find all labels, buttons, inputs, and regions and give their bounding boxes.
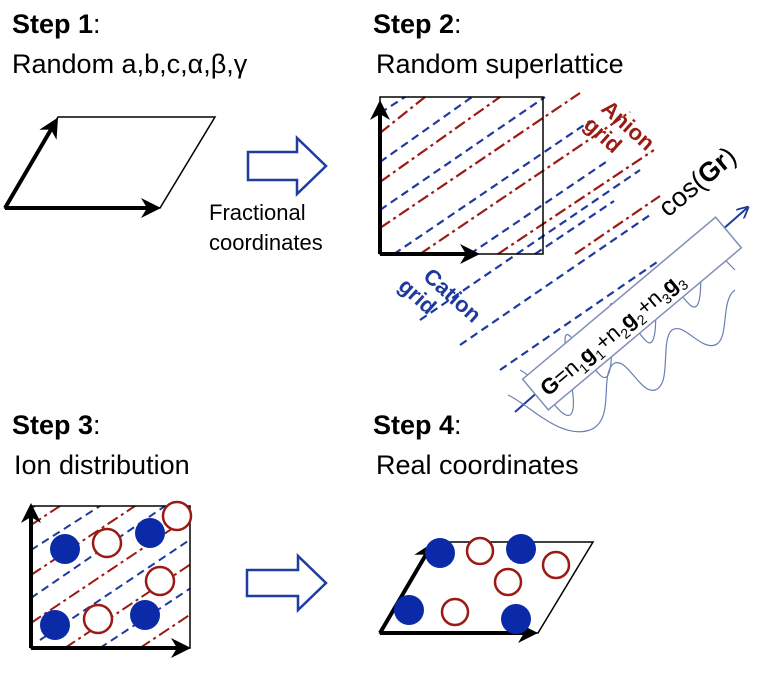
step3-panel: Step 3: Ion distribution [12,410,193,658]
cation-line [31,506,101,551]
anion-ion [91,527,123,559]
anion-ion [465,536,495,566]
block-arrow-right-icon [246,135,328,197]
step4-ions [394,534,571,634]
real-lattice-vector-b-arrow [378,542,434,635]
cation-ion [506,534,536,564]
anion-line [497,149,655,255]
cation-line [469,161,607,255]
step1-panel: Step 1: Random a,b,c,α,β,γ [3,9,248,218]
anion-line [419,111,631,255]
cation-line [499,259,661,371]
cation-line [419,169,641,321]
lattice-vector-b-arrow [3,117,59,210]
transition-caption-line2: coordinates [209,230,323,255]
transition-caption-line1: Fractional [209,200,306,225]
cation-ion [40,610,70,640]
reciprocal-vector-formula: G=n1g1+n2g2+n3g3 [521,216,743,411]
block-arrow-right-icon [245,553,328,613]
step4-title: Step 4: [373,410,462,440]
cation-grid-label: Cation grid [394,263,487,327]
cation-line [379,96,406,114]
anion-ion [82,603,114,635]
step4-panel: Step 4: Real coordinates [373,410,595,643]
step3-subtitle: Ion distribution [14,450,190,480]
step2-subtitle: Random superlattice [376,49,624,79]
step3-ions [40,500,193,640]
anion-grid-label: Anion grid [579,95,660,158]
cation-ion [501,604,531,634]
anion-line [31,506,136,576]
anion-grid-lines [379,92,661,255]
cation-ion [394,595,424,625]
step4-subtitle: Real coordinates [376,450,579,480]
formula-box [521,216,743,411]
step3-title: Step 3: [12,410,101,440]
cosine-wave-curve [507,289,736,433]
cation-ion [130,600,160,630]
cation-line [379,96,546,211]
wave-label: cos(Gr) [653,141,742,223]
step2-title: Step 2: [373,9,462,39]
cation-line [534,200,615,255]
cation-grid-lines [379,96,661,371]
anion-line [64,563,190,648]
anion-line [379,96,501,183]
anion-line [31,506,61,526]
cation-line [393,120,591,255]
anion-ion [493,567,523,597]
cation-ion [50,534,80,564]
anion-ion [440,597,470,627]
step1-subtitle: Random a,b,c,α,β,γ [12,49,248,79]
step2-panel: Step 2: Random superlattice [370,9,747,433]
anion-line [379,96,426,134]
anion-ion [541,550,571,580]
step1-title: Step 1: [12,9,101,39]
transition-arrow-1: Fractional coordinates [209,135,328,255]
cation-ion [135,518,165,548]
unit-cell-parallelogram [3,116,217,209]
cation-line [379,96,473,163]
superlattice-box [379,96,544,255]
cation-ion [425,538,455,568]
anion-line [574,195,661,255]
anion-line [379,92,581,229]
anion-ion [144,565,176,597]
anion-ion [161,500,193,532]
